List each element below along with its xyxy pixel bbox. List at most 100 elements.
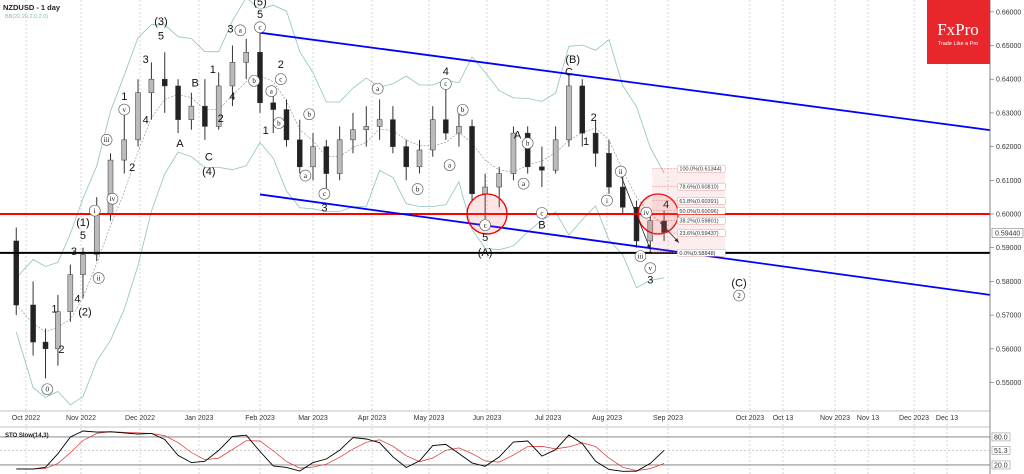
wave-label-group: 4 bbox=[443, 66, 449, 78]
wave-label-group: i bbox=[601, 194, 613, 207]
wave-label-group: 3 bbox=[71, 246, 77, 258]
wave-label-circle bbox=[118, 103, 131, 116]
candle-body bbox=[469, 126, 475, 195]
wave-label-group: c bbox=[440, 78, 452, 90]
wave-label-group: b bbox=[248, 75, 260, 87]
wave-label-group: v bbox=[644, 262, 657, 274]
candles bbox=[13, 32, 667, 379]
y-tick-label: 0.62000 bbox=[996, 144, 1021, 151]
logo-tagline: Trade Like a Pro bbox=[938, 41, 978, 47]
wave-label: 3 bbox=[321, 202, 327, 214]
candle bbox=[80, 247, 86, 299]
arrow-head-icon bbox=[674, 237, 679, 243]
y-tick-label: 0.64000 bbox=[996, 77, 1021, 84]
candle bbox=[297, 119, 303, 174]
wave-label-circle bbox=[634, 250, 647, 262]
x-tick-bg bbox=[929, 413, 965, 421]
wave-label: c bbox=[444, 80, 447, 88]
candle-body bbox=[336, 139, 343, 174]
wave-label: c bbox=[484, 221, 487, 229]
wave-label: (3) bbox=[154, 16, 167, 28]
channel-upper-line bbox=[259, 31, 991, 131]
wave-label-circle bbox=[411, 183, 424, 195]
wave-label-group: c bbox=[275, 73, 287, 85]
candle bbox=[175, 79, 181, 134]
grid bbox=[25, 0, 948, 474]
wave-label: B bbox=[192, 78, 199, 90]
y-tick-label: 0.63000 bbox=[996, 110, 1021, 117]
wave-label: i bbox=[94, 207, 96, 215]
x-tick-label: Aug 2023 bbox=[592, 415, 622, 422]
wave-label: 5 bbox=[482, 232, 488, 244]
wave-label-group: 3 bbox=[143, 54, 149, 66]
wave-label: 2 bbox=[737, 292, 741, 300]
wave-label: 2 bbox=[58, 344, 64, 356]
x-tick-label: Jun 2023 bbox=[473, 415, 502, 422]
candle-body bbox=[566, 85, 572, 141]
current-price-label: 0.59440 bbox=[995, 230, 1020, 237]
wave-label-group: iii bbox=[634, 250, 647, 262]
wave-label: c bbox=[279, 76, 282, 84]
candle bbox=[336, 126, 343, 181]
wave-label: 1 bbox=[263, 125, 269, 137]
wave-label-circle bbox=[456, 104, 469, 116]
fib-level-label: 50.0%(0.60096) bbox=[679, 209, 718, 215]
wave-label: b bbox=[461, 106, 465, 114]
x-tick-label: Apr 2023 bbox=[358, 415, 387, 422]
wave-label-group: b bbox=[456, 104, 469, 116]
candle bbox=[243, 38, 249, 80]
x-tick-label: Nov 2022 bbox=[66, 415, 96, 422]
wave-label-group: 3 bbox=[647, 275, 653, 287]
candle bbox=[363, 106, 370, 147]
x-tick-label: Jul 2023 bbox=[535, 415, 562, 422]
candle-body bbox=[376, 119, 383, 127]
wave-label: iv bbox=[644, 209, 650, 217]
wave-label-group: C bbox=[565, 66, 573, 78]
wave-label: 3 bbox=[143, 54, 149, 66]
wave-label-group: 3 bbox=[321, 202, 327, 214]
wave-label-group: C bbox=[205, 152, 213, 164]
candle-body bbox=[188, 105, 195, 120]
wave-label-group: (3) bbox=[154, 16, 167, 28]
fxpro-logo: FxPro Trade Like a Pro bbox=[927, 0, 990, 64]
overlays bbox=[0, 31, 991, 296]
x-tick-bg bbox=[765, 413, 801, 421]
stoch-level-box bbox=[991, 460, 1011, 470]
stoch-current-box bbox=[991, 446, 1011, 455]
y-tick-label: 0.58000 bbox=[996, 279, 1021, 286]
wave-label-group: 2 bbox=[129, 162, 135, 174]
candle-body bbox=[403, 146, 409, 168]
candle bbox=[469, 119, 475, 201]
candle bbox=[55, 294, 61, 366]
wave-label: 5 bbox=[257, 9, 263, 21]
wave-label-group: 1 bbox=[583, 136, 589, 148]
wave-label: a bbox=[239, 27, 243, 35]
wave-label-group: 2 bbox=[58, 344, 64, 356]
fib-label-box bbox=[677, 207, 726, 215]
candle bbox=[202, 79, 208, 140]
wave-label-group: 5 bbox=[158, 30, 164, 42]
candle-body bbox=[42, 341, 49, 350]
candle-body bbox=[310, 146, 316, 168]
wave-label-group: 2 bbox=[218, 113, 224, 125]
x-tick-label: Mar 2023 bbox=[298, 415, 328, 422]
candle bbox=[229, 45, 236, 107]
wave-label: iii bbox=[104, 136, 110, 144]
wave-label-group: A bbox=[514, 129, 522, 141]
wave-label-group: 1 bbox=[210, 64, 216, 76]
wave-label: 2 bbox=[129, 162, 135, 174]
x-tick-bg bbox=[530, 413, 566, 421]
wave-label: b bbox=[277, 119, 281, 127]
candle-body bbox=[283, 109, 290, 141]
fib-level-label: 23.6%(0.59437) bbox=[679, 231, 718, 237]
wave-label: c bbox=[323, 190, 326, 198]
candle-body bbox=[55, 311, 61, 350]
stoch-d-line bbox=[16, 431, 665, 471]
wave-label: (B) bbox=[565, 54, 580, 66]
candle bbox=[270, 92, 276, 134]
wave-label-group: iii bbox=[100, 134, 113, 146]
candle bbox=[350, 112, 356, 154]
candle-body bbox=[243, 51, 249, 63]
candle bbox=[606, 139, 612, 194]
